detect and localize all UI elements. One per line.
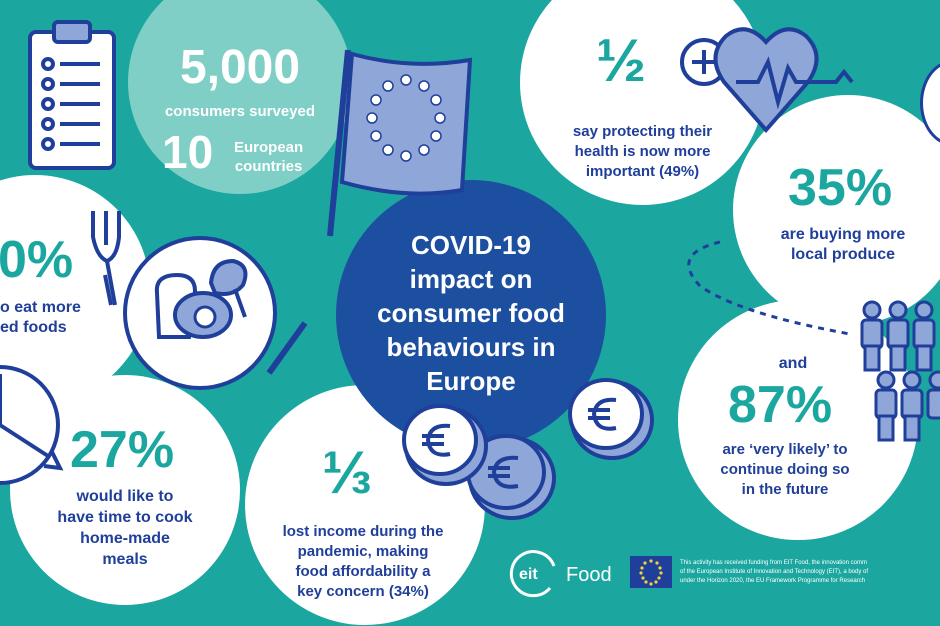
consumers-label: consumers surveyed (164, 103, 316, 120)
plate-icon (91, 211, 308, 390)
processed-line1: o eat more (0, 299, 81, 316)
center-line4: behaviours in (386, 332, 556, 362)
income-line4: key concern (34%) (297, 583, 429, 600)
local-line2: local produce (790, 246, 896, 263)
income-line1: lost income during the (282, 523, 444, 540)
food-logo-text: Food (566, 564, 612, 586)
cook-line3: home-made (80, 530, 170, 547)
health-text: say protecting their health is now more … (540, 122, 745, 182)
health-line2: health is now more (574, 143, 711, 160)
center-line5: Europe (426, 366, 516, 396)
continue-line2: continue doing so (720, 461, 850, 478)
income-value: ⅓ (322, 439, 373, 506)
countries-label-line2: countries (234, 158, 303, 175)
cook-value: 27% (70, 421, 175, 479)
heart-plus-icon (680, 27, 854, 134)
cook-line2: have time to cook (57, 509, 193, 526)
eit-logo-text: eit (519, 566, 538, 583)
continue-value: 87% (728, 376, 833, 434)
continue-text: are ‘very likely’ to continue doing so i… (700, 440, 870, 500)
health-line1: say protecting their (572, 123, 713, 140)
center-circle (336, 180, 606, 450)
local-value: 35% (788, 159, 893, 217)
processed-value: 0% (0, 231, 74, 289)
countries-label: European countries (234, 138, 303, 176)
consumers-number: 5,000 (179, 41, 301, 94)
people-icon (860, 300, 940, 442)
continue-line3: in the future (741, 481, 829, 498)
income-line3: food affordability a (295, 563, 431, 580)
income-text: lost income during the pandemic, making … (258, 522, 468, 602)
coins-icon (402, 378, 654, 520)
center-line3: consumer food (377, 298, 565, 328)
eu-emblem-icon (630, 556, 672, 588)
center-title: COVID-19 impact on consumer food behavio… (336, 228, 606, 398)
processed-text: o eat more ed foods (0, 298, 81, 338)
health-bubble (520, 0, 765, 205)
funding-line3: under the Horizon 2020, the EU Framework… (680, 578, 866, 584)
local-bubble (733, 95, 940, 325)
health-line3: important (49%) (585, 163, 700, 180)
cook-line1: would like to (76, 488, 174, 505)
countries-number: 10 (162, 126, 214, 178)
local-line1: are buying more (780, 226, 906, 243)
center-line2: impact on (409, 264, 533, 294)
dotted-connector (687, 240, 851, 336)
clipboard-icon (28, 20, 116, 170)
processed-line2: ed foods (0, 319, 67, 336)
eit-logo-icon (509, 550, 556, 598)
continue-prefix: and (778, 355, 808, 372)
cook-line4: meals (102, 551, 148, 568)
survey-bubble (128, 0, 352, 194)
funding-line1: This activity has received funding from … (680, 560, 867, 566)
funding-line2: of the European Institute of Innovation … (680, 569, 869, 575)
cook-text: would like to have time to cook home-mad… (40, 486, 210, 570)
health-value: ½ (596, 27, 647, 94)
income-line2: pandemic, making (297, 543, 429, 560)
continue-line1: are ‘very likely’ to (722, 441, 848, 458)
center-line1: COVID-19 (411, 230, 531, 260)
eu-flag-icon (327, 49, 473, 237)
local-text: are buying more local produce (758, 225, 928, 265)
clock-icon (0, 365, 64, 485)
countries-label-line1: European (234, 139, 304, 156)
funding-text: This activity has received funding from … (680, 559, 940, 586)
